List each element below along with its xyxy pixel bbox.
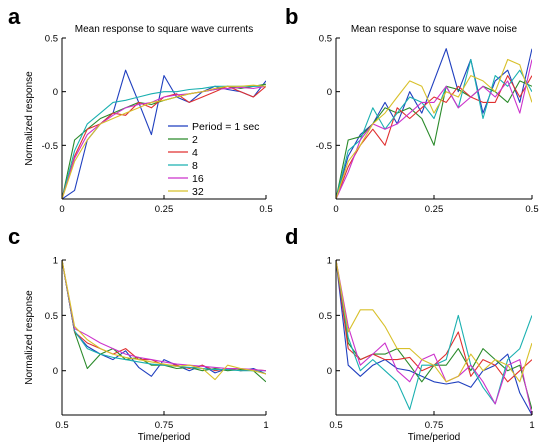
- y-tick-label: 0.5: [45, 311, 58, 322]
- y-tick-label: 1: [53, 256, 58, 267]
- x-axis-label: Time/period: [138, 432, 190, 443]
- x-tick-label: 0.25: [155, 204, 174, 215]
- y-tick-label: 0.5: [319, 34, 332, 45]
- series-line-c-3: [62, 260, 266, 372]
- panel-letter: d: [285, 224, 298, 249]
- legend-label: Period = 1 sec: [192, 121, 259, 133]
- x-tick-label: 1: [263, 420, 268, 431]
- y-tick-label: 1: [327, 256, 332, 267]
- legend-label: 8: [192, 160, 198, 172]
- x-tick-label: 0.5: [55, 420, 68, 431]
- series-line-d-4: [336, 260, 532, 415]
- panel-title: Mean response to square wave currents: [75, 24, 253, 35]
- series-line-c-5: [62, 260, 266, 381]
- series-line-b-5: [336, 58, 532, 199]
- x-tick-label: 0.25: [425, 204, 444, 215]
- y-tick-label: 0: [53, 87, 58, 98]
- y-tick-label: 0: [327, 87, 332, 98]
- panel-d: 0.5 0.75 1 0 0.5 1 d Time/period: [285, 224, 535, 443]
- x-tick-label: 0.5: [259, 204, 272, 215]
- series-line-a-5: [62, 84, 266, 199]
- y-tick-label: 0.5: [319, 311, 332, 322]
- x-axis-label: Time/period: [408, 432, 460, 443]
- series-line-b-3: [336, 58, 532, 199]
- x-tick-label: 0.5: [329, 420, 342, 431]
- series-line-b-4: [336, 59, 532, 199]
- x-tick-label: 1: [529, 420, 534, 431]
- y-tick-label: -0.5: [42, 141, 58, 152]
- legend-label: 16: [192, 173, 204, 185]
- panel-letter: c: [8, 224, 20, 249]
- panel-c: 0.5 0.75 1 0 0.5 1 c Time/period Normalized resp…: [8, 224, 269, 443]
- series-line-b-1: [336, 80, 532, 199]
- x-tick-label: 0.75: [155, 420, 174, 431]
- x-tick-label: 0: [59, 204, 64, 215]
- panel-letter: a: [8, 4, 21, 29]
- x-tick-label: 0.75: [425, 420, 444, 431]
- y-tick-label: -0.5: [316, 141, 332, 152]
- panel-b: 0 0.25 0.5 -0.5 0 0.5 b Mean response to square…: [285, 4, 539, 215]
- series-line-b-2: [336, 75, 532, 199]
- legend-label: 2: [192, 134, 198, 146]
- panel-title: Mean response to square wave noise: [351, 24, 518, 35]
- x-tick-label: 0.5: [525, 204, 538, 215]
- series-line-d-5: [336, 260, 532, 383]
- series-line-c-4: [62, 260, 266, 372]
- y-tick-label: 0: [327, 366, 332, 377]
- legend-label: 32: [192, 186, 204, 198]
- series-line-a-4: [62, 85, 266, 199]
- y-axis-label: Normalized response: [24, 290, 35, 385]
- y-tick-label: 0.5: [45, 34, 58, 45]
- y-tick-label: 0: [53, 366, 58, 377]
- legend-label: 4: [192, 147, 198, 159]
- x-tick-label: 0: [333, 204, 338, 215]
- panel-letter: b: [285, 4, 298, 29]
- panel-a: 0 0.25 0.5 -0.5 0 0.5 a Mean response to square…: [8, 4, 273, 215]
- y-axis-label: Normalized response: [24, 71, 35, 166]
